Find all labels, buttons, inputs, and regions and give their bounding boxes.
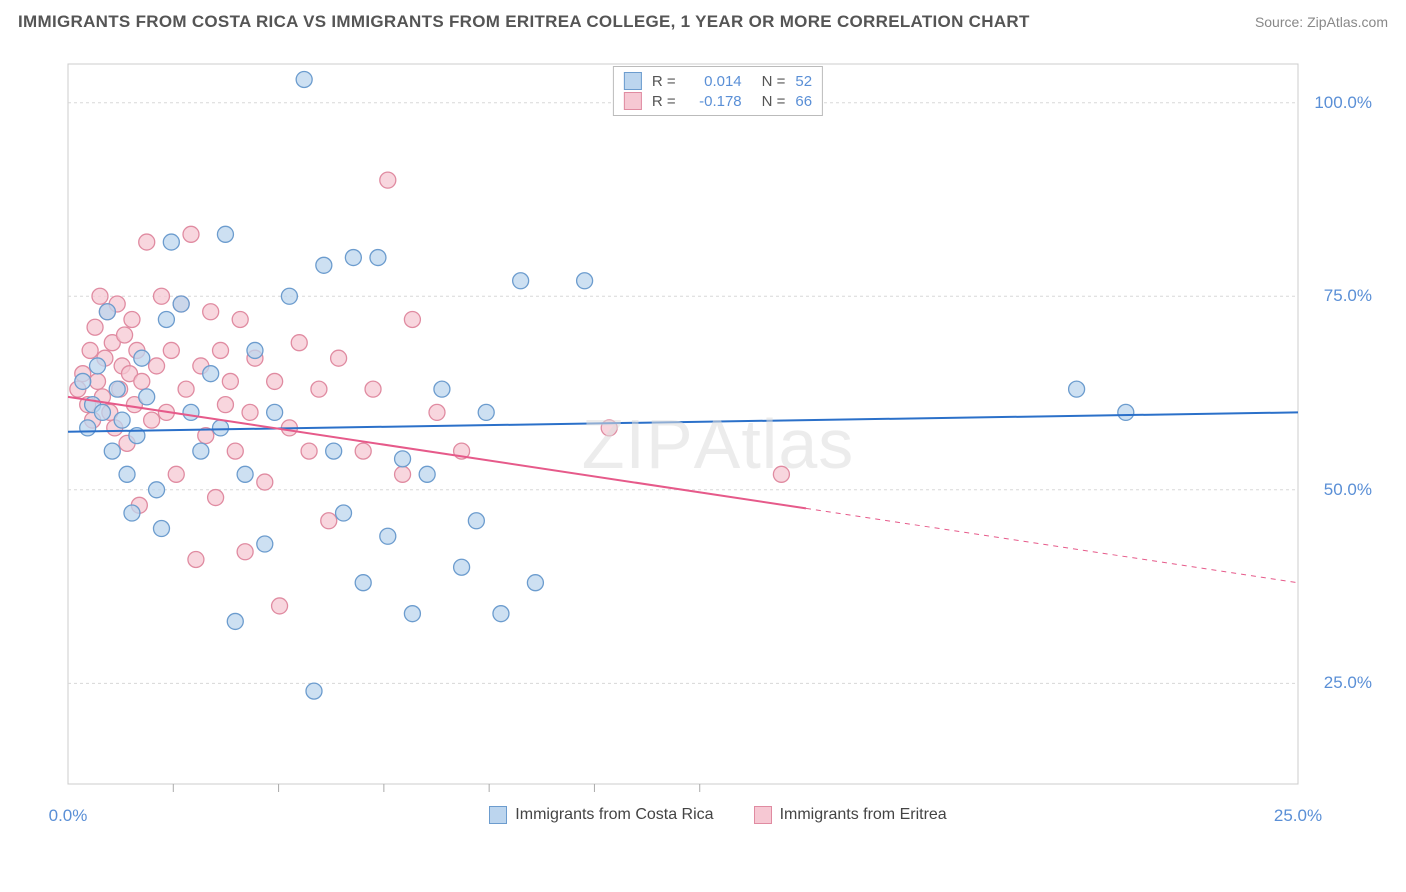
correlation-legend: R = 0.014 N = 52 R = -0.178 N = 66 (613, 66, 823, 116)
chart-container: College, 1 year or more ZIPAtlas R = 0.0… (18, 42, 1388, 882)
r-label: R = (652, 73, 676, 90)
r-value: -0.178 (686, 93, 742, 110)
legend-series-item: Immigrants from Costa Rica (489, 806, 713, 824)
source-attribution: Source: ZipAtlas.com (1255, 14, 1388, 30)
plot-area: ZIPAtlas R = 0.014 N = 52 R = -0.178 N =… (58, 54, 1378, 834)
y-tick-label: 50.0% (1324, 480, 1372, 500)
legend-swatch (489, 806, 507, 824)
n-value: 52 (795, 73, 812, 90)
n-value: 66 (795, 93, 812, 110)
legend-swatch (754, 806, 772, 824)
r-label: R = (652, 93, 676, 110)
series-legend: Immigrants from Costa Rica Immigrants fr… (58, 806, 1378, 824)
legend-row: R = -0.178 N = 66 (624, 91, 812, 111)
legend-series-label: Immigrants from Costa Rica (515, 806, 713, 824)
legend-swatch (624, 72, 642, 90)
n-label: N = (762, 93, 786, 110)
r-value: 0.014 (686, 73, 742, 90)
n-label: N = (762, 73, 786, 90)
legend-series-label: Immigrants from Eritrea (780, 806, 947, 824)
y-tick-label: 75.0% (1324, 286, 1372, 306)
y-tick-label: 25.0% (1324, 673, 1372, 693)
legend-row: R = 0.014 N = 52 (624, 71, 812, 91)
chart-title: IMMIGRANTS FROM COSTA RICA VS IMMIGRANTS… (18, 12, 1030, 32)
legend-swatch (624, 92, 642, 110)
legend-series-item: Immigrants from Eritrea (754, 806, 947, 824)
y-tick-label: 100.0% (1314, 93, 1372, 113)
